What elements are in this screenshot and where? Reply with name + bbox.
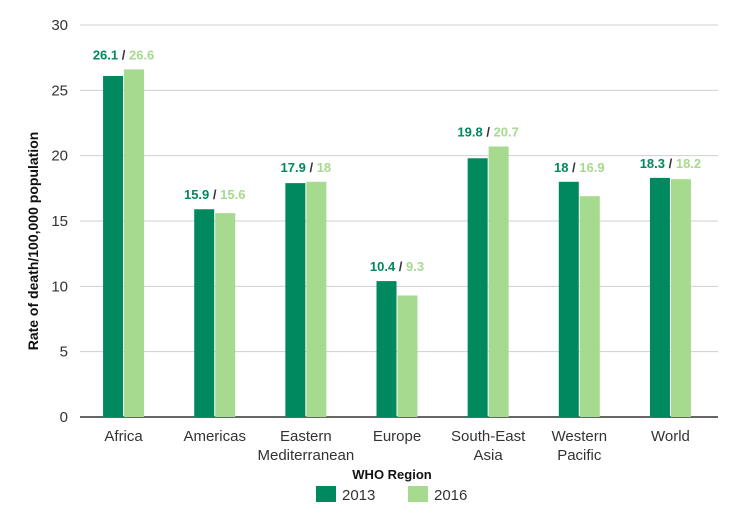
bar-2013 — [194, 209, 215, 417]
x-axis-label: WHO Region — [352, 467, 431, 482]
data-label-separator: / — [568, 160, 579, 175]
category-label: Pacific — [557, 447, 602, 464]
y-tick-label: 10 — [51, 278, 68, 295]
gridlines — [80, 24, 718, 353]
legend-swatch-2013 — [316, 486, 336, 502]
legend: 2013 2016 — [316, 486, 467, 504]
category-label: Americas — [183, 428, 246, 445]
category-label: South-East — [451, 428, 526, 445]
data-label: 17.9 / 18 — [281, 160, 332, 175]
legend-label-2016: 2016 — [434, 487, 467, 504]
category-label: World — [651, 428, 690, 445]
data-label-separator: / — [306, 160, 317, 175]
y-axis-label: Rate of death/100,000 population — [25, 132, 41, 351]
category-label: Africa — [104, 428, 143, 445]
y-tick-label: 20 — [51, 148, 68, 165]
data-label-2016: 9.3 — [406, 259, 424, 274]
bar-2016 — [306, 181, 327, 417]
data-label: 18.3 / 18.2 — [640, 156, 701, 171]
category-label: Mediterranean — [257, 447, 354, 464]
y-tick-label: 25 — [51, 82, 68, 99]
y-tick-label: 15 — [51, 213, 68, 230]
data-label: 19.8 / 20.7 — [457, 125, 518, 140]
data-label-2013: 18.3 — [640, 156, 665, 171]
category-labels: Africa Americas Eastern Mediterranean Europe… — [104, 428, 689, 464]
data-label-2016: 15.6 — [220, 187, 245, 202]
data-label-2016: 16.9 — [579, 160, 604, 175]
data-label-2013: 10.4 — [370, 259, 396, 274]
legend-swatch-2016 — [408, 486, 428, 502]
data-label-separator: / — [483, 125, 494, 140]
category-label: Eastern — [280, 428, 332, 445]
legend-label-2013: 2013 — [342, 487, 375, 504]
data-labels: 26.1 / 26.6 15.9 / 15.6 17.9 / 18 10.4 / 9.… — [93, 47, 701, 274]
data-label-separator: / — [665, 156, 676, 171]
category-label: Europe — [373, 428, 421, 445]
bar-2016 — [670, 179, 691, 417]
data-label: 26.1 / 26.6 — [93, 47, 154, 62]
category-label: Asia — [474, 447, 504, 464]
data-label-2016: 18 — [317, 160, 331, 175]
bar-2013 — [376, 281, 397, 417]
bars — [103, 69, 691, 418]
data-label-2013: 18 — [554, 160, 568, 175]
data-label: 18 / 16.9 — [554, 160, 605, 175]
y-tick-label: 0 — [60, 409, 68, 426]
bar-2013 — [467, 158, 488, 417]
data-label: 15.9 / 15.6 — [184, 187, 245, 202]
data-label-2013: 19.8 — [457, 125, 482, 140]
bar-2016 — [579, 196, 600, 417]
bar-2013 — [558, 181, 579, 417]
data-label-2016: 20.7 — [494, 125, 519, 140]
y-axis-ticks: 0 5 10 15 20 25 30 — [51, 17, 68, 426]
data-label-separator: / — [395, 259, 406, 274]
y-tick-label: 5 — [60, 344, 68, 361]
data-label-2013: 26.1 — [93, 47, 118, 62]
bar-2013 — [649, 177, 670, 417]
category-label: Western — [551, 428, 607, 445]
data-label: 10.4 / 9.3 — [370, 259, 424, 274]
data-label-2016: 26.6 — [129, 47, 154, 62]
bar-2013 — [103, 75, 124, 418]
data-label-separator: / — [118, 47, 129, 62]
data-label-2013: 15.9 — [184, 187, 209, 202]
data-label-separator: / — [209, 187, 220, 202]
bar-2016 — [488, 146, 509, 417]
data-label-2013: 17.9 — [281, 160, 306, 175]
y-tick-label: 30 — [51, 17, 68, 34]
bar-2016 — [215, 213, 236, 417]
bar-2016 — [124, 69, 145, 417]
data-label-2016: 18.2 — [676, 156, 701, 171]
bar-2013 — [285, 183, 306, 417]
bar-2016 — [397, 295, 418, 417]
